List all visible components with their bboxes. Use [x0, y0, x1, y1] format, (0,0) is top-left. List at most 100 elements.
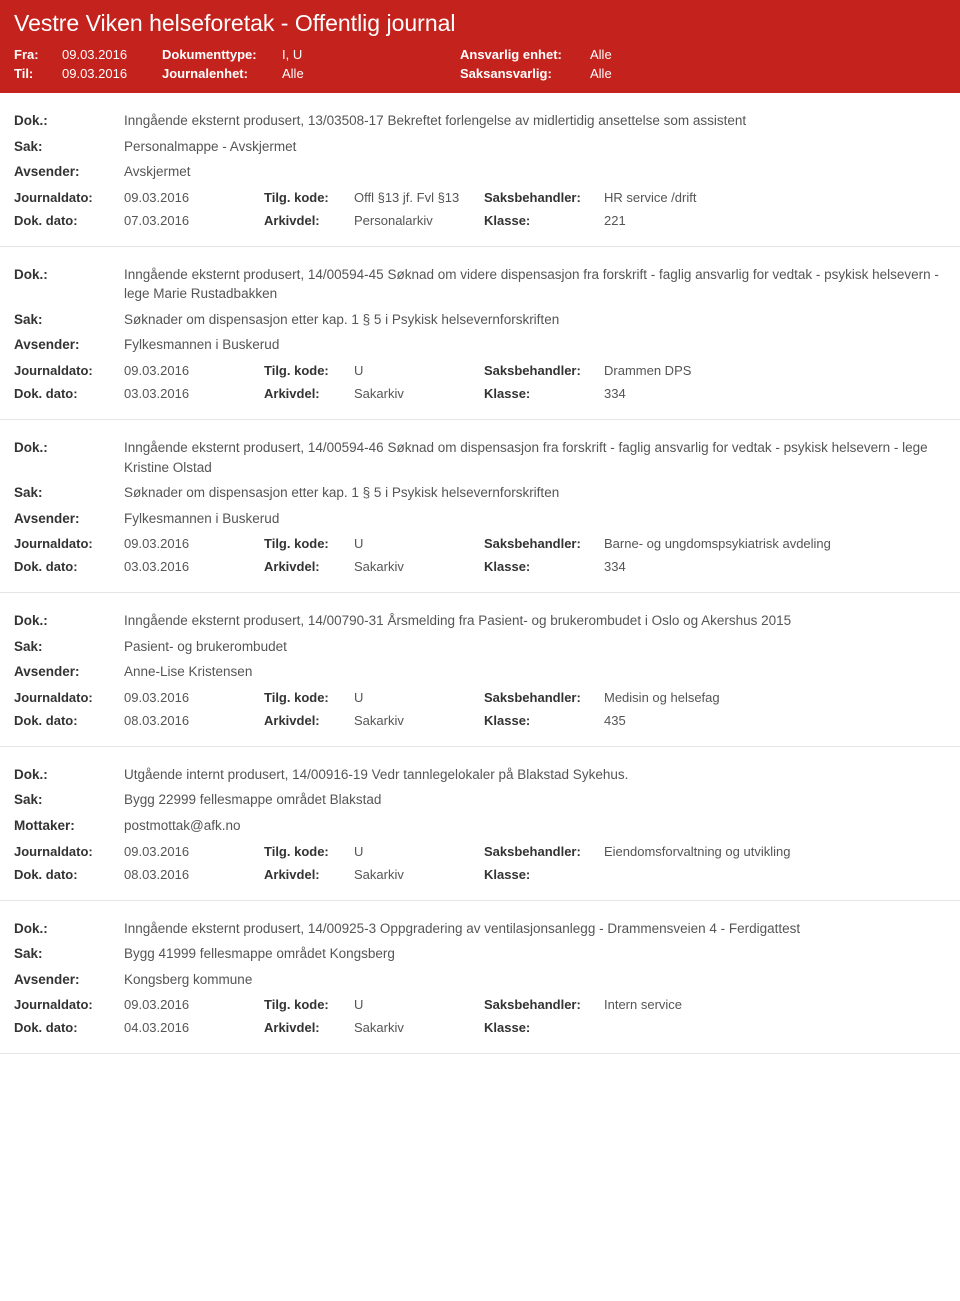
journaldato-label: Journaldato: — [14, 997, 124, 1012]
dok-row: Dok.: Utgående internt produsert, 14/009… — [14, 765, 946, 785]
party-row: Avsender: Anne-Lise Kristensen — [14, 662, 946, 682]
journaldato-value: 09.03.2016 — [124, 690, 264, 705]
klasse-value: 221 — [604, 213, 626, 228]
dokdato-label: Dok. dato: — [14, 559, 124, 574]
journalenhet-label: Journalenhet: — [162, 66, 282, 81]
journaldato-label: Journaldato: — [14, 844, 124, 859]
sak-label: Sak: — [14, 792, 124, 807]
journaldato-row: Journaldato: 09.03.2016 Tilg. kode: U Sa… — [14, 997, 946, 1012]
dok-label: Dok.: — [14, 113, 124, 128]
tilgkode-label: Tilg. kode: — [264, 363, 354, 378]
dok-row: Dok.: Inngående eksternt produsert, 14/0… — [14, 438, 946, 477]
klasse-label: Klasse: — [484, 213, 604, 228]
tilgkode-label: Tilg. kode: — [264, 690, 354, 705]
journal-entry: Dok.: Inngående eksternt produsert, 14/0… — [0, 420, 960, 593]
fra-value: 09.03.2016 — [62, 47, 162, 62]
journaldato-value: 09.03.2016 — [124, 363, 264, 378]
tilgkode-label: Tilg. kode: — [264, 536, 354, 551]
header-meta: Fra: 09.03.2016 Dokumenttype: I, U Ansva… — [14, 47, 946, 81]
arkivdel-label: Arkivdel: — [264, 713, 354, 728]
saksbehandler-value: Drammen DPS — [604, 363, 691, 378]
dokdato-value: 08.03.2016 — [124, 713, 264, 728]
sak-row: Sak: Personalmappe - Avskjermet — [14, 137, 946, 157]
sak-row: Sak: Pasient- og brukerombudet — [14, 637, 946, 657]
dok-value: Utgående internt produsert, 14/00916-19 … — [124, 765, 946, 785]
journaldato-row: Journaldato: 09.03.2016 Tilg. kode: U Sa… — [14, 690, 946, 705]
party-value: Fylkesmannen i Buskerud — [124, 335, 946, 355]
klasse-value: 334 — [604, 559, 626, 574]
party-label: Mottaker: — [14, 818, 124, 833]
sak-value: Pasient- og brukerombudet — [124, 637, 946, 657]
party-row: Avsender: Fylkesmannen i Buskerud — [14, 335, 946, 355]
tilgkode-value: Offl §13 jf. Fvl §13 — [354, 190, 484, 205]
party-value: Fylkesmannen i Buskerud — [124, 509, 946, 529]
dok-row: Dok.: Inngående eksternt produsert, 14/0… — [14, 611, 946, 631]
dokdato-row: Dok. dato: 03.03.2016 Arkivdel: Sakarkiv… — [14, 386, 946, 401]
journaldato-value: 09.03.2016 — [124, 190, 264, 205]
party-value: Anne-Lise Kristensen — [124, 662, 946, 682]
saksbehandler-label: Saksbehandler: — [484, 363, 604, 378]
journaldato-label: Journaldato: — [14, 363, 124, 378]
dokdato-value: 07.03.2016 — [124, 213, 264, 228]
sak-label: Sak: — [14, 639, 124, 654]
party-label: Avsender: — [14, 164, 124, 179]
klasse-value: 334 — [604, 386, 626, 401]
saksbehandler-label: Saksbehandler: — [484, 190, 604, 205]
saksbehandler-value: Eiendomsforvaltning og utvikling — [604, 844, 790, 859]
saksbehandler-value: Medisin og helsefag — [604, 690, 720, 705]
sak-label: Sak: — [14, 946, 124, 961]
klasse-label: Klasse: — [484, 386, 604, 401]
tilgkode-value: U — [354, 844, 484, 859]
arkivdel-value: Sakarkiv — [354, 386, 484, 401]
party-value: postmottak@afk.no — [124, 816, 946, 836]
sak-row: Sak: Bygg 22999 fellesmappe området Blak… — [14, 790, 946, 810]
journaldato-value: 09.03.2016 — [124, 536, 264, 551]
header-row-til: Til: 09.03.2016 Journalenhet: Alle Saksa… — [14, 66, 946, 81]
arkivdel-value: Sakarkiv — [354, 713, 484, 728]
sak-value: Søknader om dispensasjon etter kap. 1 § … — [124, 310, 946, 330]
dok-value: Inngående eksternt produsert, 14/00790-3… — [124, 611, 946, 631]
dokdato-value: 04.03.2016 — [124, 1020, 264, 1035]
til-value: 09.03.2016 — [62, 66, 162, 81]
party-label: Avsender: — [14, 511, 124, 526]
page-header: Vestre Viken helseforetak - Offentlig jo… — [0, 0, 960, 93]
saksbehandler-label: Saksbehandler: — [484, 536, 604, 551]
dokdato-value: 08.03.2016 — [124, 867, 264, 882]
saksbehandler-value: Intern service — [604, 997, 682, 1012]
dok-label: Dok.: — [14, 767, 124, 782]
party-label: Avsender: — [14, 972, 124, 987]
journalenhet-value: Alle — [282, 66, 460, 81]
journaldato-label: Journaldato: — [14, 690, 124, 705]
dokdato-label: Dok. dato: — [14, 867, 124, 882]
dok-label: Dok.: — [14, 613, 124, 628]
klasse-label: Klasse: — [484, 867, 604, 882]
dok-row: Dok.: Inngående eksternt produsert, 14/0… — [14, 265, 946, 304]
sak-row: Sak: Søknader om dispensasjon etter kap.… — [14, 310, 946, 330]
tilgkode-label: Tilg. kode: — [264, 844, 354, 859]
tilgkode-value: U — [354, 690, 484, 705]
sak-label: Sak: — [14, 312, 124, 327]
sak-row: Sak: Søknader om dispensasjon etter kap.… — [14, 483, 946, 503]
dokumenttype-value: I, U — [282, 47, 460, 62]
sak-label: Sak: — [14, 485, 124, 500]
til-label: Til: — [14, 66, 62, 81]
dokdato-row: Dok. dato: 08.03.2016 Arkivdel: Sakarkiv… — [14, 713, 946, 728]
journal-entry: Dok.: Utgående internt produsert, 14/009… — [0, 747, 960, 901]
saksansvarlig-value: Alle — [590, 66, 612, 81]
saksbehandler-value: Barne- og ungdomspsykiatrisk avdeling — [604, 536, 831, 551]
dok-label: Dok.: — [14, 267, 124, 282]
dokdato-label: Dok. dato: — [14, 386, 124, 401]
saksbehandler-value: HR service /drift — [604, 190, 696, 205]
party-row: Avsender: Avskjermet — [14, 162, 946, 182]
journaldato-value: 09.03.2016 — [124, 997, 264, 1012]
arkivdel-value: Sakarkiv — [354, 1020, 484, 1035]
arkivdel-label: Arkivdel: — [264, 213, 354, 228]
page-title: Vestre Viken helseforetak - Offentlig jo… — [14, 10, 946, 37]
arkivdel-value: Personalarkiv — [354, 213, 484, 228]
dok-value: Inngående eksternt produsert, 14/00594-4… — [124, 265, 946, 304]
tilgkode-value: U — [354, 536, 484, 551]
klasse-value: 435 — [604, 713, 626, 728]
journal-entry: Dok.: Inngående eksternt produsert, 14/0… — [0, 593, 960, 747]
dokdato-row: Dok. dato: 08.03.2016 Arkivdel: Sakarkiv… — [14, 867, 946, 882]
tilgkode-value: U — [354, 363, 484, 378]
